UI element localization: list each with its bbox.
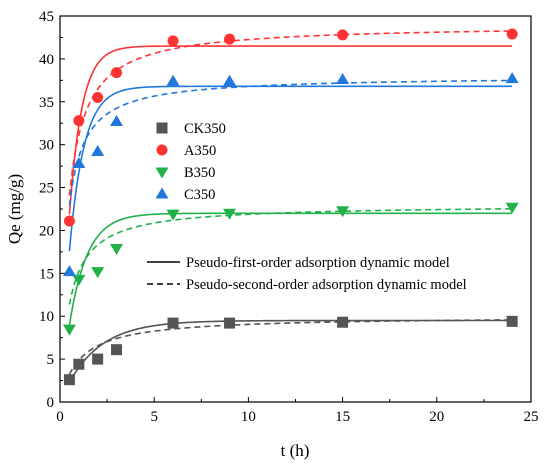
data-point-b350 xyxy=(505,202,519,214)
legend-label-ck350: CK350 xyxy=(184,121,226,137)
data-point-a350 xyxy=(167,35,179,47)
data-point-c350 xyxy=(223,74,237,86)
pso-curve-b350 xyxy=(68,208,513,305)
y-tick-label: 35 xyxy=(39,95,54,111)
data-point-ck350 xyxy=(506,315,518,327)
legend-label-pseudo-first-order: Pseudo-first-order adsorption dynamic mo… xyxy=(186,255,450,271)
data-point-ck350 xyxy=(63,374,75,386)
data-point-ck350 xyxy=(167,317,179,329)
data-point-c350 xyxy=(336,72,350,84)
data-point-a350 xyxy=(506,28,518,40)
data-point-ck350 xyxy=(111,344,123,356)
data-point-ck350 xyxy=(73,358,85,370)
axis-ticks: 0 5 10 15 20 25 0 5 10 15 20 25 30 35 40 45 xyxy=(39,9,539,425)
data-point-ck350 xyxy=(337,316,349,328)
pfo-curve-c350 xyxy=(68,85,513,252)
data-point-a350 xyxy=(337,29,349,41)
data-point-b350 xyxy=(166,209,180,221)
data-point-c350 xyxy=(62,265,76,277)
pso-curve-c350 xyxy=(68,79,513,206)
y-tick-label: 5 xyxy=(47,352,55,368)
legend-marker-b350 xyxy=(155,167,169,179)
legend-label-b350: B350 xyxy=(184,165,215,181)
y-tick-label: 20 xyxy=(39,223,54,239)
y-tick-label: 0 xyxy=(47,395,55,411)
data-point-ck350 xyxy=(92,353,104,365)
y-tick-label: 15 xyxy=(39,266,54,282)
y-tick-label: 45 xyxy=(39,9,54,25)
x-tick-label: 15 xyxy=(335,409,350,425)
x-axis-title: t (h) xyxy=(281,441,310,460)
legend-label-a350: A350 xyxy=(184,143,216,159)
x-tick-label: 5 xyxy=(150,409,158,425)
data-point-b350 xyxy=(72,274,86,286)
pso-curve-ck350 xyxy=(68,319,513,375)
y-tick-label: 40 xyxy=(39,52,54,68)
data-point-c350 xyxy=(505,72,519,84)
data-point-b350 xyxy=(223,208,237,220)
y-axis-title: Qe (mg/g) xyxy=(5,174,24,244)
legend-marker-ck350 xyxy=(156,122,168,134)
data-point-c350 xyxy=(91,145,105,157)
data-point-a350 xyxy=(111,67,123,79)
legend-label-c350: C350 xyxy=(184,187,215,203)
y-tick-label: 30 xyxy=(39,138,54,154)
data-point-a350 xyxy=(224,33,236,45)
y-tick-label: 25 xyxy=(39,181,54,197)
data-point-ck350 xyxy=(224,317,236,329)
series-legend: CK350 A350 B350 C350 xyxy=(155,121,226,203)
x-tick-label: 0 xyxy=(56,409,64,425)
data-point-b350 xyxy=(110,243,124,255)
model-legend: Pseudo-first-order adsorption dynamic mo… xyxy=(147,255,467,293)
x-tick-label: 25 xyxy=(524,409,539,425)
data-point-b350 xyxy=(91,267,105,279)
pfo-curve-a350 xyxy=(68,45,513,215)
data-point-a350 xyxy=(92,91,104,103)
data-point-b350 xyxy=(336,206,350,218)
data-point-c350 xyxy=(166,74,180,86)
data-point-a350 xyxy=(63,215,75,227)
x-tick-label: 10 xyxy=(241,409,256,425)
data-point-b350 xyxy=(62,324,76,336)
data-point-c350 xyxy=(110,115,124,127)
fit-curves xyxy=(68,30,513,383)
legend-marker-c350 xyxy=(155,187,169,199)
data-point-c350 xyxy=(72,157,86,169)
data-point-a350 xyxy=(73,115,85,127)
pso-curve-a350 xyxy=(68,30,513,196)
pfo-curve-ck350 xyxy=(68,319,513,383)
legend-marker-a350 xyxy=(156,144,168,156)
data-points xyxy=(62,28,519,386)
y-tick-label: 10 xyxy=(39,309,54,325)
x-tick-label: 20 xyxy=(429,409,444,425)
legend-label-pseudo-second-order: Pseudo-second-order adsorption dynamic m… xyxy=(186,277,467,293)
